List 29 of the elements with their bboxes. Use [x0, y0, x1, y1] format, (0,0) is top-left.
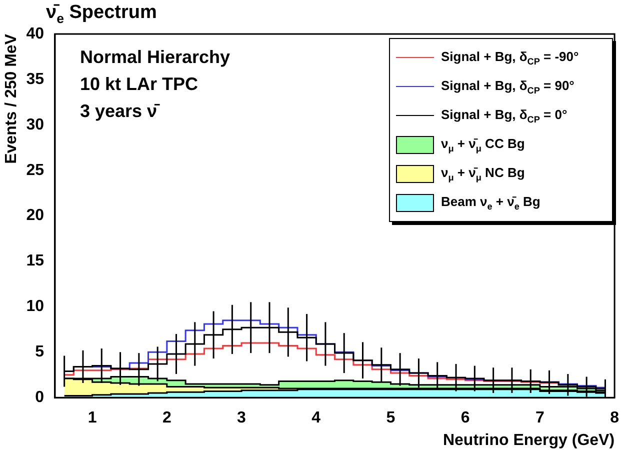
legend-label: ν$_{μ}$ + ν̄$_{μ}$ CC Bg [441, 136, 525, 154]
legend-label: Signal + Bg, δ$_{CP}$ = -90° [441, 48, 579, 66]
y-tick-label: 10 [26, 298, 44, 316]
y-tick-label: 15 [26, 252, 44, 270]
x-axis-title: Neutrino Energy (GeV) [442, 432, 615, 449]
legend-label: Signal + Bg, δ$_{CP}$ = 0° [441, 106, 568, 124]
y-tick-label: 25 [26, 162, 44, 179]
x-tick-label: 5 [386, 410, 396, 427]
chart-title: ν̄$_{e}$ Spectrum [46, 2, 157, 26]
x-tick-label: 3 [237, 410, 246, 427]
y-tick-label: 40 [26, 25, 44, 42]
annotation: Normal Hierarchy [80, 46, 230, 69]
y-axis-title: Events / 250 MeV [3, 34, 20, 164]
x-tick-label: 6 [460, 410, 470, 427]
y-tick-label: 35 [26, 70, 44, 88]
x-tick-label: 4 [312, 410, 321, 427]
y-tick-label: 20 [26, 207, 44, 224]
legend-label: ν$_{μ}$ + ν̄$_{μ}$ NC Bg [441, 164, 525, 182]
y-tick-label: 30 [26, 116, 44, 134]
y-tick-label: 0 [35, 389, 44, 406]
annotation: 10 kt LAr TPC [80, 73, 200, 96]
legend-label: Beam ν$_{e}$ + ν̄$_{e}$ Bg [441, 194, 540, 212]
x-tick-label: 8 [610, 410, 620, 427]
annotation: 3 years ν̄ [80, 100, 161, 123]
legend-label: Signal + Bg, δ$_{CP}$ = 90° [441, 78, 574, 96]
x-tick-label: 2 [162, 410, 172, 427]
x-tick-label: 7 [535, 410, 544, 427]
y-tick-label: 5 [35, 344, 44, 361]
x-tick-label: 1 [88, 410, 97, 427]
